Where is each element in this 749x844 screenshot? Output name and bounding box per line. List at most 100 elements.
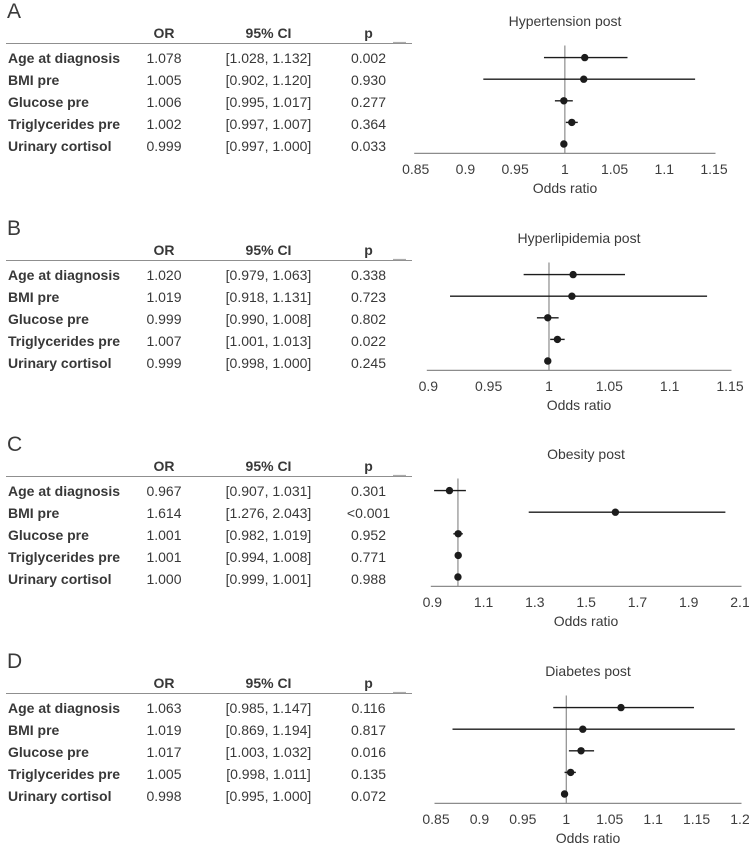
or-value: 1.005	[146, 765, 182, 782]
or-value: 1.006	[146, 93, 182, 110]
ci-value: [1.276, 2.043]	[225, 504, 312, 521]
col-header-ci: 95% CI	[245, 24, 292, 41]
ci-value: [0.985, 1.147]	[225, 699, 312, 716]
row-label: Age at diagnosis	[8, 266, 121, 283]
col-header-p: p	[364, 24, 373, 41]
x-axis-title: Odds ratio	[532, 180, 598, 196]
col-header-or: OR	[153, 24, 175, 41]
or-value: 1.020	[146, 266, 182, 283]
ci-value: [0.902, 1.120]	[225, 71, 312, 88]
x-axis-title: Odds ratio	[555, 830, 621, 844]
p-value: <0.001	[346, 504, 391, 521]
header-rule	[6, 260, 412, 261]
row-label: Triglycerides pre	[8, 548, 121, 565]
ci-value: [0.982, 1.019]	[225, 526, 312, 543]
or-value: 1.019	[146, 721, 182, 738]
table-row: Triglycerides pre 1.007 [1.001, 1.013] 0…	[0, 330, 412, 352]
plot-title: Hypertension post	[508, 13, 622, 29]
p-value: 0.930	[350, 71, 387, 88]
or-value: 1.007	[146, 332, 182, 349]
row-label: BMI pre	[8, 504, 60, 521]
or-value: 1.002	[146, 115, 182, 132]
p-value: 0.771	[350, 548, 387, 565]
table-row: Glucose pre 1.006 [0.995, 1.017] 0.277	[0, 91, 412, 113]
row-label: Urinary cortisol	[8, 570, 112, 587]
p-value: 0.245	[350, 354, 387, 371]
stats-table: OR 95% CI p Age at diagnosis 0.967 [0.90…	[0, 455, 412, 590]
row-label: Age at diagnosis	[8, 49, 121, 66]
col-header-ci: 95% CI	[245, 457, 292, 474]
header-rule	[6, 43, 412, 44]
ci-value: [1.028, 1.132]	[225, 49, 312, 66]
ci-value: [0.979, 1.063]	[225, 266, 312, 283]
ci-value: [0.994, 1.008]	[225, 548, 312, 565]
ci-value: [1.001, 1.013]	[225, 332, 312, 349]
or-value: 1.000	[146, 570, 182, 587]
table-row: Urinary cortisol 0.999 [0.997, 1.000] 0.…	[0, 135, 412, 157]
stats-table: OR 95% CI p Age at diagnosis 1.020 [0.97…	[0, 239, 412, 374]
table-body: Age at diagnosis 1.063 [0.985, 1.147] 0.…	[0, 697, 412, 807]
table-row: Triglycerides pre 1.005 [0.998, 1.011] 0…	[0, 763, 412, 785]
p-value: 0.723	[350, 288, 387, 305]
panel-letter: A	[7, 0, 22, 23]
row-label: Triglycerides pre	[8, 332, 121, 349]
ci-value: [1.003, 1.032]	[225, 743, 312, 760]
ci-value: [0.999, 1.001]	[225, 570, 312, 587]
p-value: 0.016	[350, 743, 387, 760]
col-header-or: OR	[153, 674, 175, 691]
row-label: Urinary cortisol	[8, 787, 112, 804]
or-value: 1.078	[146, 49, 182, 66]
p-value: 0.988	[350, 570, 387, 587]
table-header-row: OR 95% CI p	[0, 455, 412, 476]
ci-value: [0.918, 1.131]	[225, 288, 312, 305]
row-label: Glucose pre	[8, 743, 89, 760]
p-value: 0.952	[350, 526, 387, 543]
table-row: Age at diagnosis 1.078 [1.028, 1.132] 0.…	[0, 47, 412, 69]
panel-B: B OR 95% CI p Age at diagnosis 1.020 [0.…	[0, 217, 749, 434]
table-body: Age at diagnosis 0.967 [0.907, 1.031] 0.…	[0, 480, 412, 590]
or-value: 0.998	[146, 787, 182, 804]
col-header-p: p	[364, 674, 373, 691]
table-row: Triglycerides pre 1.002 [0.997, 1.007] 0…	[0, 113, 412, 135]
or-value: 1.001	[146, 548, 182, 565]
table-row: BMI pre 1.005 [0.902, 1.120] 0.930	[0, 69, 412, 91]
col-header-or: OR	[153, 457, 175, 474]
plot-title: Diabetes post	[545, 663, 631, 679]
plot-title: Hyperlipidemia post	[517, 230, 641, 246]
p-value: 0.002	[350, 49, 387, 66]
col-header-ci: 95% CI	[245, 241, 292, 258]
table-body: Age at diagnosis 1.078 [1.028, 1.132] 0.…	[0, 47, 412, 157]
table-row: Glucose pre 1.001 [0.982, 1.019] 0.952	[0, 524, 412, 546]
table-row: Urinary cortisol 1.000 [0.999, 1.001] 0.…	[0, 568, 412, 590]
row-label: Triglycerides pre	[8, 115, 121, 132]
p-value: 0.277	[350, 93, 387, 110]
table-row: Triglycerides pre 1.001 [0.994, 1.008] 0…	[0, 546, 412, 568]
ci-value: [0.907, 1.031]	[225, 482, 312, 499]
table-header-row: OR 95% CI p	[0, 22, 412, 43]
or-value: 1.005	[146, 71, 182, 88]
or-value: 0.999	[146, 137, 182, 154]
header-rule	[6, 476, 412, 477]
p-value: 0.301	[350, 482, 387, 499]
table-row: Age at diagnosis 1.020 [0.979, 1.063] 0.…	[0, 264, 412, 286]
row-label: Triglycerides pre	[8, 765, 121, 782]
col-header-ci: 95% CI	[245, 674, 292, 691]
table-header-row: OR 95% CI p	[0, 672, 412, 693]
panel-letter: D	[7, 650, 23, 673]
row-label: BMI pre	[8, 71, 60, 88]
ci-value: [0.990, 1.008]	[225, 310, 312, 327]
table-row: Glucose pre 1.017 [1.003, 1.032] 0.016	[0, 741, 412, 763]
table-row: Glucose pre 0.999 [0.990, 1.008] 0.802	[0, 308, 412, 330]
p-value: 0.135	[350, 765, 387, 782]
stats-table: OR 95% CI p Age at diagnosis 1.078 [1.02…	[0, 22, 412, 157]
row-label: BMI pre	[8, 288, 60, 305]
or-value: 0.999	[146, 310, 182, 327]
or-value: 1.614	[146, 504, 182, 521]
x-axis-title: Odds ratio	[546, 397, 612, 413]
table-row: Age at diagnosis 1.063 [0.985, 1.147] 0.…	[0, 697, 412, 719]
row-label: Glucose pre	[8, 526, 89, 543]
ci-value: [0.995, 1.000]	[225, 787, 312, 804]
stats-table: OR 95% CI p Age at diagnosis 1.063 [0.98…	[0, 672, 412, 807]
panel-letter: C	[7, 433, 23, 456]
